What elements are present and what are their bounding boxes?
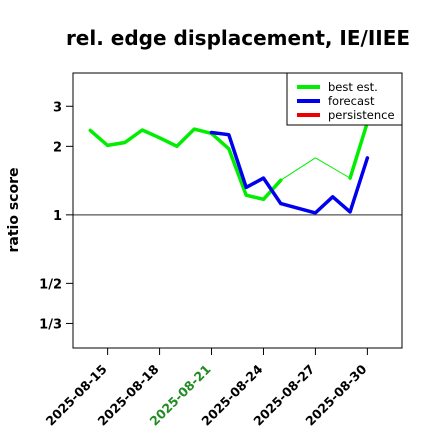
y-tick-label: 1/2 — [39, 277, 62, 292]
series-0-line — [348, 120, 370, 180]
legend-label-1: forecast — [328, 94, 375, 108]
legend-label-2: persistence — [328, 108, 395, 122]
y-axis-label: ratio score — [6, 168, 22, 253]
series-0-line — [88, 127, 283, 202]
series-1-line — [209, 130, 370, 215]
plot-frame — [72, 72, 403, 349]
y-tick-label: 2 — [53, 140, 62, 155]
y-tick-label: 3 — [53, 100, 62, 115]
series-0-connector — [315, 157, 351, 179]
series-0-connector — [280, 157, 316, 181]
chart-title: rel. edge displacement, IE/IIEE — [66, 26, 410, 50]
axis-layer: 1/31/21232025-08-152025-08-182025-08-212… — [39, 100, 370, 428]
y-tick-label: 1 — [53, 209, 62, 224]
y-tick-label: 1/3 — [39, 317, 62, 332]
legend-label-0: best est. — [328, 80, 378, 94]
series-layer — [88, 120, 370, 215]
